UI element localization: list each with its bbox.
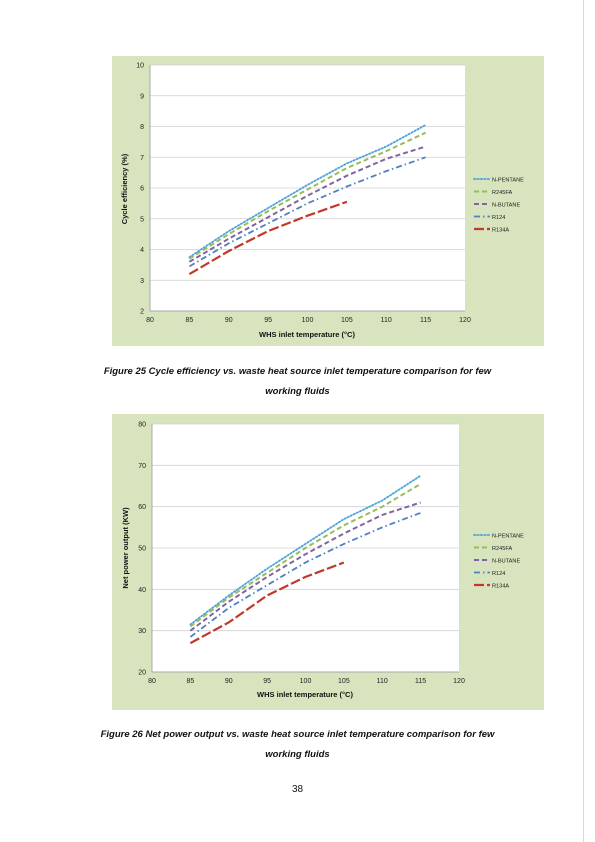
x-tick-labels: 80 85 90 95 100 105 110 115 120 — [148, 678, 465, 685]
legend: N-PENTANE R245FA N-BUTANE R124 R134A — [473, 177, 524, 233]
y-tick-label: 40 — [138, 587, 146, 594]
figure-26-caption-line-1: Figure 26 Net power output vs. waste hea… — [100, 729, 495, 740]
y-tick-label: 50 — [138, 546, 146, 553]
y-tick-label: 9 — [140, 93, 144, 100]
x-tick-label: 120 — [453, 678, 465, 685]
legend-label: R124 — [492, 571, 505, 577]
series-lines — [189, 474, 422, 645]
figure-25-caption-line-2: working fluids — [265, 386, 330, 397]
x-tick-label: 90 — [225, 678, 233, 685]
x-tick-label: 80 — [146, 317, 154, 324]
y-tick-label: 60 — [138, 504, 146, 511]
y-tick-label: 70 — [138, 463, 146, 470]
series-line-n-pentane — [189, 474, 422, 626]
y-tick-label: 20 — [138, 670, 146, 677]
x-axis-label: WHS inlet temperature (°C) — [259, 330, 355, 339]
x-tick-label: 100 — [302, 317, 314, 324]
y-tick-label: 4 — [140, 247, 144, 254]
series-line-n-pentane — [188, 124, 427, 259]
legend-label: R134A — [492, 583, 509, 589]
series-line-r124 — [189, 512, 421, 638]
x-tick-label: 115 — [415, 678, 426, 685]
legend-label: R245FA — [492, 546, 512, 552]
x-axis-label: WHS inlet temperature (°C) — [257, 690, 353, 699]
page-number: 38 — [291, 784, 304, 795]
x-tick-label: 100 — [300, 678, 312, 685]
legend-label: R124 — [492, 215, 505, 221]
figure-25-caption-line-1: Figure 25 Cycle efficiency vs. waste hea… — [103, 366, 492, 377]
x-tick-label: 95 — [264, 317, 272, 324]
y-axis-label: Net power output (KW) — [121, 507, 130, 589]
series-line-r134a — [189, 561, 345, 645]
legend-label: R134A — [492, 227, 509, 233]
legend: N-PENTANE R245FA N-BUTANE R124 R134A — [473, 533, 524, 589]
cycle-efficiency-chart-svg: 2 3 4 5 6 7 8 9 10 80 85 90 95 100 105 110 115 120 WHS i… — [120, 63, 524, 340]
page-edge-line — [583, 0, 584, 842]
y-tick-label: 6 — [140, 186, 144, 193]
legend-label: N-PENTANE — [492, 177, 524, 183]
x-tick-label: 80 — [148, 678, 156, 685]
x-tick-label: 85 — [186, 678, 194, 685]
y-axis-label: Cycle efficiency (%) — [120, 153, 129, 224]
legend-label: N-BUTANE — [492, 202, 520, 208]
x-tick-label: 95 — [263, 678, 271, 685]
series-line-r124 — [188, 156, 426, 268]
x-tick-label: 115 — [420, 317, 431, 324]
x-tick-label: 85 — [185, 317, 193, 324]
x-tick-labels: 80 85 90 95 100 105 110 115 120 — [146, 317, 471, 324]
series-line-r245fa — [188, 131, 427, 260]
x-tick-label: 105 — [338, 678, 350, 685]
y-tick-labels: 2 3 4 5 6 7 8 9 10 — [136, 63, 144, 316]
x-tick-label: 110 — [381, 317, 392, 324]
figure-26-caption-line-2: working fluids — [265, 749, 330, 760]
x-tick-label: 110 — [377, 678, 388, 685]
y-tick-label: 80 — [138, 422, 146, 429]
series-line-r134a — [188, 200, 348, 276]
legend-label: N-PENTANE — [492, 533, 524, 539]
gridlines — [151, 423, 459, 673]
y-tick-label: 5 — [140, 216, 144, 223]
series-line-n-butane — [189, 501, 421, 632]
legend-label: N-BUTANE — [492, 558, 520, 564]
y-tick-label: 30 — [138, 628, 146, 635]
y-tick-label: 10 — [136, 63, 144, 70]
net-power-output-chart-svg: 20 30 40 50 60 70 80 80 85 90 95 100 105 110 115 120 W… — [121, 422, 524, 700]
y-tick-label: 8 — [140, 124, 144, 131]
y-tick-label: 7 — [140, 155, 144, 162]
legend-label: R245FA — [492, 190, 512, 196]
x-tick-label: 105 — [341, 317, 353, 324]
y-tick-label: 2 — [140, 309, 144, 316]
y-tick-labels: 20 30 40 50 60 70 80 — [138, 422, 146, 677]
net-power-output-chart: 20 30 40 50 60 70 80 80 85 90 95 100 105 110 115 120 W… — [112, 414, 544, 710]
series-line-r245fa — [189, 483, 422, 628]
y-tick-label: 3 — [140, 278, 144, 285]
x-tick-label: 120 — [459, 317, 471, 324]
series-lines — [188, 124, 427, 276]
cycle-efficiency-chart: 2 3 4 5 6 7 8 9 10 80 85 90 95 100 105 110 115 120 WHS i… — [112, 56, 544, 346]
x-tick-label: 90 — [225, 317, 233, 324]
